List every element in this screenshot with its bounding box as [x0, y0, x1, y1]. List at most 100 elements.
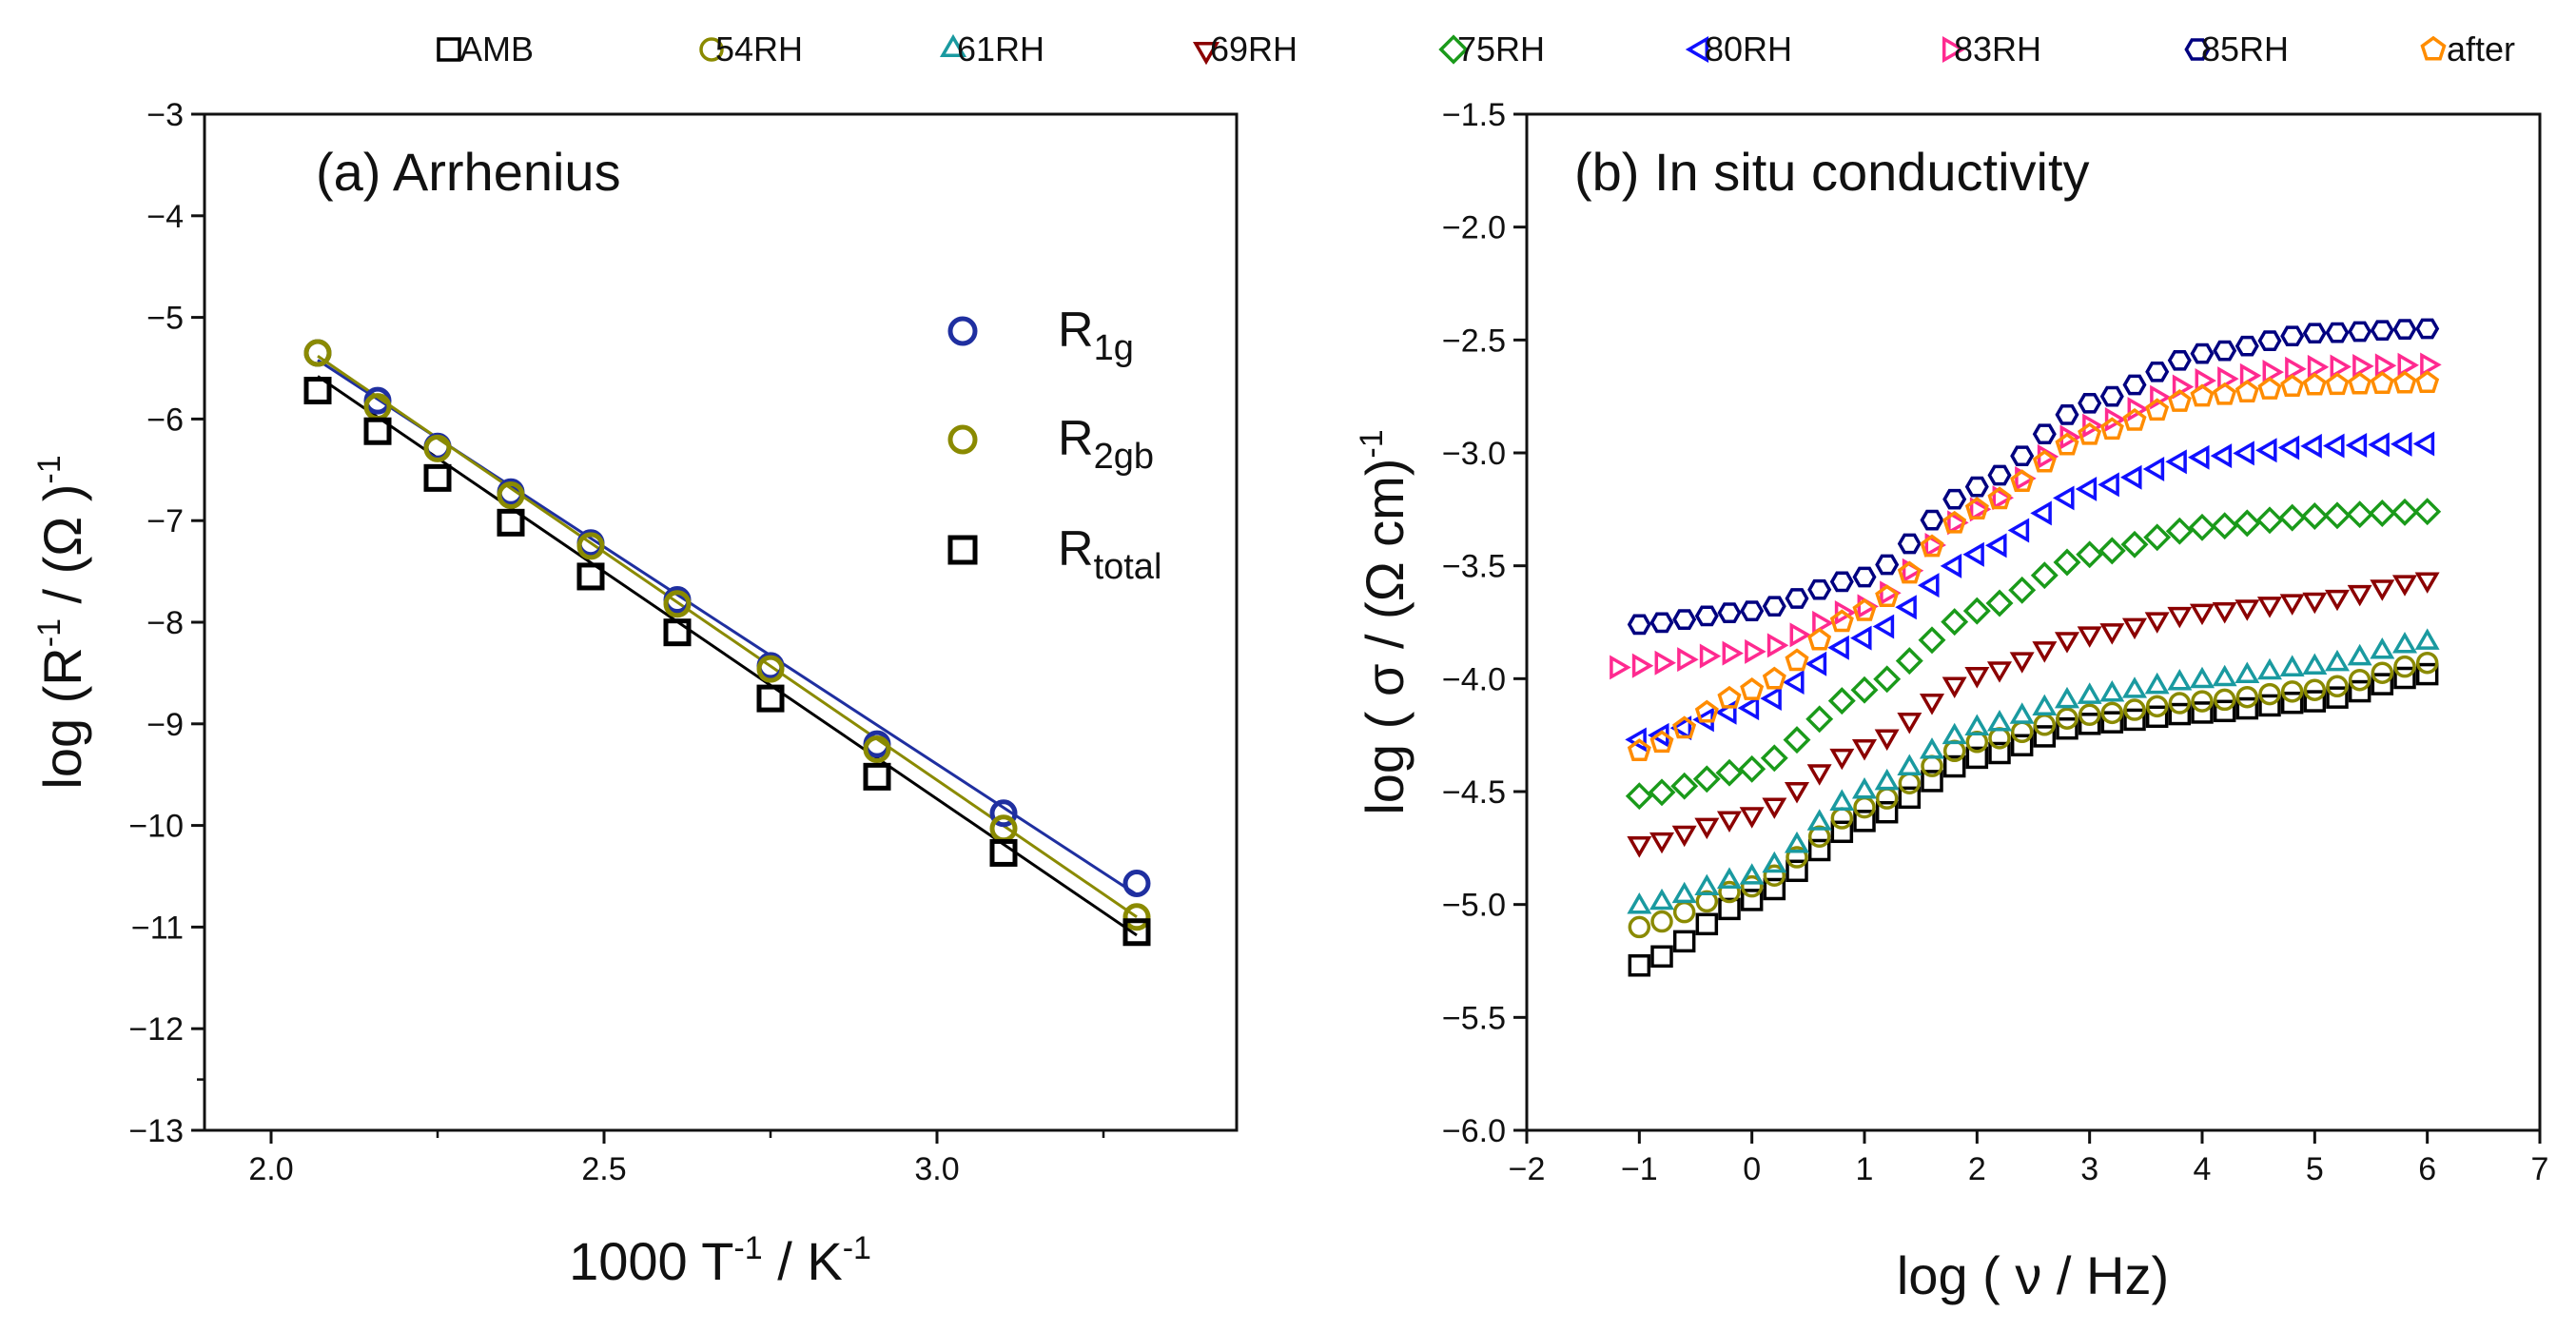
panel-b-point-AMB	[1942, 754, 1966, 778]
panel-b-point-85RH	[1762, 596, 1786, 617]
panel-b-xtick-label: 0	[1743, 1151, 1761, 1187]
panel-b-point-61RH	[1716, 867, 1743, 889]
panel-b-point-AMB	[1672, 930, 1696, 953]
panel-b-point-85RH	[1649, 612, 1674, 634]
panel-b-point-54RH	[2123, 698, 2146, 721]
panel-b-point-61RH	[2347, 643, 2372, 666]
legend-label-AMB: AMB	[459, 29, 534, 69]
panel-b-point-69RH	[1851, 739, 1878, 761]
panel-b-point-85RH	[2032, 423, 2057, 445]
panel-b-point-83RH	[2307, 354, 2330, 380]
panel-b-point-after	[1987, 486, 2012, 510]
panel-b-point-AMB	[2123, 708, 2146, 732]
panel-b-point-54RH	[1898, 772, 1922, 794]
panel-b-point-83RH	[2262, 360, 2284, 385]
panel-b-point-85RH	[1694, 605, 1719, 627]
panel-b-point-54RH	[1628, 915, 1651, 939]
panel-b-point-83RH	[1924, 532, 1946, 558]
panel-b-point-75RH	[2233, 509, 2261, 538]
legend-marker-69RH	[1192, 41, 1220, 66]
panel-b-point-after	[1852, 597, 1877, 621]
panel-b-point-after	[2122, 407, 2147, 431]
panel-b-point-AMB	[2078, 713, 2101, 735]
panel-b-point-after	[2010, 469, 2035, 493]
panel-b-point-61RH	[1649, 888, 1675, 911]
legend-marker-after	[2420, 35, 2447, 61]
panel-b-point-AMB	[2303, 690, 2327, 713]
panel-b-point-69RH	[2009, 652, 2035, 674]
panel-b-point-75RH	[1805, 705, 1834, 734]
panel-b-point-80RH	[2277, 435, 2300, 460]
panel-b-point-75RH	[1670, 772, 1699, 800]
panel-b-point-85RH	[1942, 488, 1967, 510]
panel-a-point-R2gb	[303, 339, 332, 367]
panel-b-point-75RH	[2120, 530, 2149, 558]
panel-b-point-after	[1762, 666, 1786, 690]
legend-marker-80RH	[1685, 35, 1709, 64]
panel-b-point-61RH	[1806, 809, 1832, 831]
panel-b-point-54RH	[1763, 864, 1786, 887]
panel-b-point-80RH	[1849, 625, 1872, 651]
panel-b-point-after	[1717, 685, 1742, 709]
panel-a-ytick-label: −6	[146, 402, 184, 438]
panel-b-point-69RH	[1649, 832, 1675, 854]
panel-b-point-85RH	[1672, 609, 1697, 630]
panel-b-point-69RH	[2189, 603, 2215, 626]
panel-b-point-AMB	[1898, 786, 1922, 810]
legend-label-54RH: 54RH	[715, 29, 803, 69]
panel-b-point-83RH	[1834, 599, 1857, 625]
panel-b-point-AMB	[1965, 746, 1989, 770]
panel-b-point-85RH	[2257, 330, 2282, 351]
panel-b-point-69RH	[2167, 606, 2193, 629]
panel-b-point-80RH	[2098, 472, 2119, 498]
panel-b-point-AMB	[2213, 699, 2236, 723]
panel-b-point-AMB	[2010, 734, 2034, 757]
panel-b-title: (b) In situ conductivity	[1574, 142, 2090, 202]
legend-marker-AMB	[437, 37, 461, 62]
panel-b-point-after	[1897, 560, 1922, 584]
panel-b-point-75RH	[1941, 608, 1969, 637]
panel-b-point-75RH	[2255, 506, 2284, 535]
panel-a-point-R1g	[1122, 869, 1151, 897]
panel-a-legend-marker-Rtotal	[947, 535, 978, 565]
panel-b-point-AMB	[2235, 696, 2259, 720]
panel-b-point-54RH	[2415, 651, 2439, 675]
panel-a-point-R1g	[989, 799, 1018, 828]
panel-a-point-Rtotal	[576, 562, 605, 591]
legend-label-61RH: 61RH	[957, 29, 1044, 69]
panel-b-point-61RH	[2032, 694, 2058, 716]
legend-label-83RH: 83RH	[1954, 29, 2041, 69]
panel-b-point-AMB	[1786, 859, 1808, 883]
panel-b-point-75RH	[2300, 502, 2329, 530]
panel-b-point-after	[1942, 510, 1967, 534]
panel-b-point-after	[2280, 374, 2305, 398]
panel-b-point-80RH	[1669, 715, 1692, 741]
legend-label-80RH: 80RH	[1705, 29, 1792, 69]
panel-b-point-75RH	[1873, 665, 1902, 694]
panel-b-point-85RH	[1829, 571, 1854, 593]
panel-b-point-75RH	[2143, 523, 2172, 552]
panel-b-point-80RH	[2075, 476, 2098, 501]
panel-a-point-R2gb	[663, 590, 692, 618]
panel-b-point-83RH	[2374, 353, 2397, 379]
panel-b-point-AMB	[2056, 716, 2078, 740]
panel-a-point-R2gb	[576, 532, 605, 560]
panel-b-ytick-label: −5.5	[1442, 1000, 1506, 1036]
panel-b-point-54RH	[2348, 668, 2371, 692]
panel-b-point-61RH	[2121, 676, 2148, 698]
panel-b-point-69RH	[2414, 572, 2440, 594]
panel-b-ytick-label: −1.5	[1442, 97, 1506, 133]
panel-b-point-85RH	[2213, 340, 2237, 362]
panel-b-point-85RH	[1920, 509, 1944, 531]
panel-b-point-69RH	[1942, 676, 1967, 698]
panel-b-point-69RH	[2234, 599, 2260, 621]
panel-b-point-after	[2032, 449, 2057, 473]
panel-b-point-54RH	[2280, 680, 2304, 703]
panel-a-ytick-label: −13	[128, 1113, 184, 1149]
panel-b-point-54RH	[2056, 707, 2078, 730]
panel-b-point-61RH	[1784, 831, 1810, 853]
panel-b-point-85RH	[2099, 385, 2124, 407]
panel-b-point-83RH	[1654, 650, 1676, 676]
panel-a-point-Rtotal	[497, 508, 525, 537]
